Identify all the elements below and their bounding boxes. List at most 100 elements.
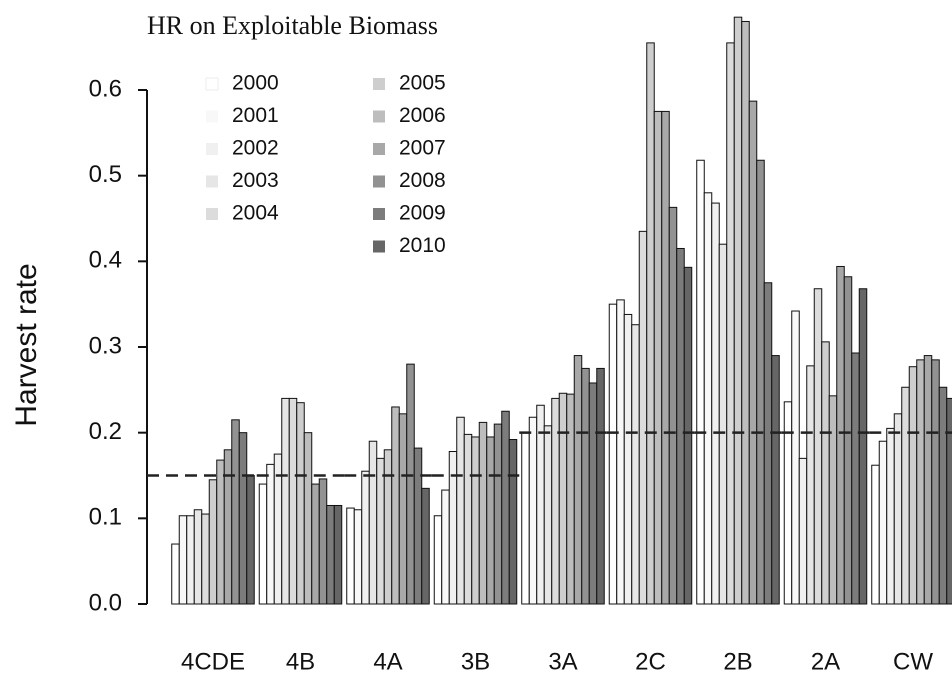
- bar: [508, 439, 518, 605]
- bar: [813, 288, 823, 605]
- x-tick-label: 3A: [548, 648, 577, 675]
- bar: [361, 470, 370, 605]
- bar: [718, 243, 728, 605]
- bar: [528, 416, 538, 605]
- bar: [456, 416, 465, 605]
- x-tick-label: 2C: [635, 648, 666, 675]
- bar: [653, 110, 663, 605]
- legend-label: 2010: [399, 234, 446, 257]
- bar: [916, 359, 925, 605]
- x-tick-label: 3B: [461, 648, 490, 675]
- bar: [441, 489, 450, 605]
- y-tick-label: 0.2: [89, 418, 122, 445]
- bar: [216, 459, 225, 605]
- x-tick-label: 4B: [286, 648, 315, 675]
- bar: [821, 341, 830, 605]
- bar: [536, 404, 545, 605]
- y-tick-label: 0.3: [89, 332, 122, 359]
- bar: [281, 397, 290, 605]
- bar: [391, 406, 400, 605]
- bar: [406, 363, 415, 605]
- bar: [303, 432, 313, 605]
- bar: [208, 479, 218, 605]
- legend-label: 2001: [232, 104, 279, 127]
- legend-label: 2009: [399, 202, 446, 225]
- x-tick-label: 2B: [723, 648, 752, 675]
- bar: [748, 100, 758, 605]
- bar: [938, 386, 948, 605]
- bar: [521, 432, 530, 605]
- x-tick-label: CW: [893, 648, 933, 675]
- bar: [646, 42, 655, 605]
- bar: [573, 355, 583, 605]
- bar: [763, 282, 773, 605]
- y-tick-label: 0.5: [89, 161, 122, 188]
- bar: [493, 423, 503, 605]
- bar: [223, 449, 233, 605]
- legend-swatch: [373, 110, 385, 123]
- legend-swatch: [206, 208, 218, 220]
- bar: [413, 447, 423, 605]
- bar: [741, 20, 750, 605]
- bar: [608, 303, 618, 605]
- legend-swatch: [373, 175, 385, 188]
- bar: [908, 366, 918, 605]
- x-tick-label: 4A: [373, 648, 402, 675]
- bar: [171, 543, 180, 605]
- legend-label: 2000: [232, 72, 279, 95]
- bar: [333, 504, 343, 605]
- legend-label: 2007: [399, 137, 446, 160]
- bar: [471, 436, 480, 605]
- x-tick-label: 4CDE: [181, 648, 245, 675]
- legend-swatch: [373, 208, 385, 220]
- bar: [318, 478, 328, 605]
- bar: [733, 16, 743, 605]
- bar: [596, 367, 605, 605]
- legend-label: 2006: [399, 104, 446, 127]
- bar: [836, 265, 845, 605]
- legend-label: 2004: [232, 202, 279, 225]
- bar: [588, 382, 598, 605]
- bar: [346, 507, 355, 605]
- bar: [288, 397, 298, 605]
- legend-swatch: [206, 175, 218, 188]
- bar: [878, 440, 888, 605]
- legend-swatch: [206, 143, 218, 155]
- x-tick-label: 2A: [811, 648, 840, 675]
- bar: [398, 413, 408, 605]
- bar: [623, 313, 633, 605]
- bar: [296, 402, 305, 605]
- bar: [353, 509, 363, 605]
- bar: [246, 475, 255, 605]
- bar: [478, 421, 488, 605]
- legend-label: 2002: [232, 137, 279, 160]
- bar: [486, 436, 495, 605]
- bar: [828, 395, 838, 605]
- bar: [923, 355, 933, 605]
- bar: [581, 367, 590, 605]
- bar: [383, 449, 393, 605]
- y-axis-label: Harvest rate: [10, 263, 43, 426]
- bar: [771, 355, 780, 605]
- bar: [756, 159, 765, 605]
- legend-label: 2003: [232, 169, 279, 192]
- bar: [186, 515, 195, 605]
- legend-swatch: [373, 143, 385, 155]
- bar: [566, 393, 575, 605]
- legend-swatch: [206, 110, 218, 123]
- bar: [421, 487, 430, 605]
- bar: [886, 427, 895, 605]
- bar: [726, 42, 735, 605]
- bar: [326, 504, 335, 605]
- bar: [703, 192, 713, 605]
- bar: [791, 310, 800, 605]
- bar: [871, 464, 880, 605]
- bar: [843, 276, 853, 605]
- bar: [463, 433, 473, 605]
- bar: [631, 324, 640, 605]
- bar: [661, 110, 670, 605]
- bar: [558, 392, 568, 605]
- legend-label: 2008: [399, 169, 446, 192]
- bar: [551, 397, 560, 605]
- bar: [676, 247, 685, 605]
